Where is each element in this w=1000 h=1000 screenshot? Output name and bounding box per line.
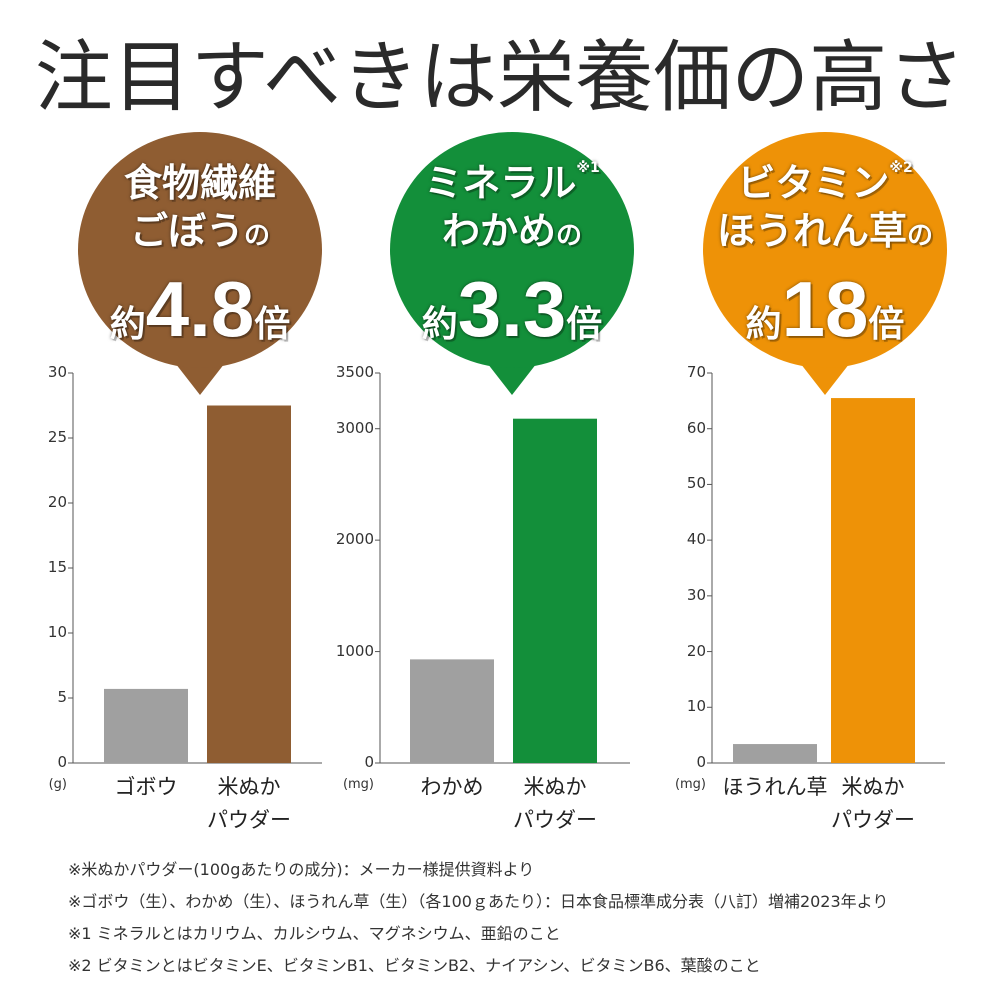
x-tick-label: わかめ bbox=[420, 775, 484, 799]
badge-headline: ミネラル bbox=[424, 161, 577, 205]
badge: ビタミン※2 ほうれん草の 約18倍 bbox=[695, 160, 955, 360]
badge-subject: ほうれん草 bbox=[716, 208, 907, 253]
badge-line: ビタミン※2 bbox=[695, 160, 955, 208]
badge: ミネラル※1 わかめの 約3.3倍 bbox=[382, 160, 642, 360]
y-tick-label: 30 bbox=[686, 585, 706, 604]
page-title: 注目すべきは栄養価の高さ bbox=[34, 33, 966, 123]
badge-prefix: 約 bbox=[109, 304, 146, 345]
badge-shape bbox=[390, 132, 634, 368]
y-tick-label: 25 bbox=[47, 428, 67, 446]
badge-shape bbox=[78, 132, 322, 368]
y-tick-label: 70 bbox=[686, 363, 706, 381]
badge-prefix: 約 bbox=[421, 304, 458, 345]
badge-headline: ビタミン bbox=[737, 161, 890, 205]
badge-particle: の bbox=[556, 220, 583, 251]
unit-label: (mg) bbox=[674, 777, 706, 792]
y-tick-label: 0 bbox=[57, 753, 67, 771]
badge-line: ほうれん草の bbox=[695, 208, 955, 256]
badge-suffix: 倍 bbox=[566, 304, 603, 345]
y-tick-label: 60 bbox=[686, 418, 706, 437]
badge-line: 約4.8倍 bbox=[70, 261, 330, 359]
badge-shape bbox=[703, 132, 947, 368]
badge-subject: ごぼう bbox=[129, 208, 244, 253]
x-tick-label: 米ぬか パウダー bbox=[207, 775, 291, 832]
bar bbox=[513, 418, 597, 763]
badge-line: わかめの bbox=[382, 208, 642, 256]
footnote: ※米ぬかパウダー(100gあたりの成分)：メーカー様提供資料より bbox=[68, 860, 535, 879]
y-tick-label: 1000 bbox=[335, 641, 374, 660]
badge: 食物繊維 ごぼうの約4.8倍 bbox=[70, 160, 330, 360]
y-tick-label: 2000 bbox=[335, 530, 374, 549]
badge-multiplier: 4.8 bbox=[145, 265, 255, 353]
y-tick-label: 50 bbox=[686, 474, 706, 493]
bar bbox=[410, 659, 494, 763]
y-tick-label: 20 bbox=[47, 493, 67, 511]
badge-particle: の bbox=[244, 220, 271, 251]
badge-note: ※2 bbox=[889, 160, 913, 176]
badge-subject: わかめ bbox=[441, 208, 556, 253]
x-tick-label: ゴボウ bbox=[114, 775, 178, 799]
bar bbox=[207, 405, 291, 763]
unit-label: (mg) bbox=[342, 777, 374, 792]
bar bbox=[733, 744, 817, 763]
x-tick-label: ほうれん草 bbox=[722, 775, 828, 799]
badge-multiplier: 18 bbox=[781, 265, 869, 353]
x-tick-label: 米ぬか パウダー bbox=[513, 775, 597, 832]
badge-headline: 食物繊維 bbox=[123, 161, 276, 205]
badge-line: 食物繊維 bbox=[70, 160, 330, 208]
y-tick-label: 0 bbox=[364, 753, 374, 771]
badge-note: ※1 bbox=[576, 160, 600, 176]
badge-line: 約18倍 bbox=[695, 261, 955, 359]
unit-label: (g) bbox=[48, 777, 67, 792]
x-tick-label: 米ぬか パウダー bbox=[831, 775, 915, 832]
badge-line: ミネラル※1 bbox=[382, 160, 642, 208]
y-tick-label: 3000 bbox=[335, 418, 374, 437]
y-tick-label: 5 bbox=[57, 688, 67, 706]
badge-line: ごぼうの bbox=[70, 208, 330, 256]
footnote: ※1 ミネラルとはカリウム、カルシウム、マグネシウム、亜鉛のこと bbox=[68, 924, 561, 943]
badge-prefix: 約 bbox=[745, 304, 782, 345]
badge-particle: の bbox=[907, 220, 934, 251]
footnote: ※ゴボウ（生）、わかめ（生）、ほうれん草（生）（各100ｇあたり）：日本食品標準… bbox=[68, 892, 889, 911]
y-tick-label: 3500 bbox=[335, 363, 374, 381]
badge-suffix: 倍 bbox=[868, 304, 905, 345]
y-tick-label: 15 bbox=[47, 558, 67, 576]
bar bbox=[104, 688, 188, 763]
bar bbox=[831, 398, 915, 763]
footnote: ※2 ビタミンとはビタミンE、ビタミンB1、ビタミンB2、ナイアシン、ビタミンB… bbox=[68, 956, 761, 975]
y-tick-label: 20 bbox=[686, 641, 706, 660]
badge-line: 約3.3倍 bbox=[382, 261, 642, 359]
y-tick-label: 0 bbox=[696, 753, 706, 771]
y-tick-label: 30 bbox=[47, 363, 67, 381]
badge-suffix: 倍 bbox=[254, 304, 291, 345]
badge-multiplier: 3.3 bbox=[457, 265, 567, 353]
y-tick-label: 40 bbox=[686, 530, 706, 549]
y-tick-label: 10 bbox=[47, 623, 67, 641]
y-tick-label: 10 bbox=[686, 697, 706, 716]
